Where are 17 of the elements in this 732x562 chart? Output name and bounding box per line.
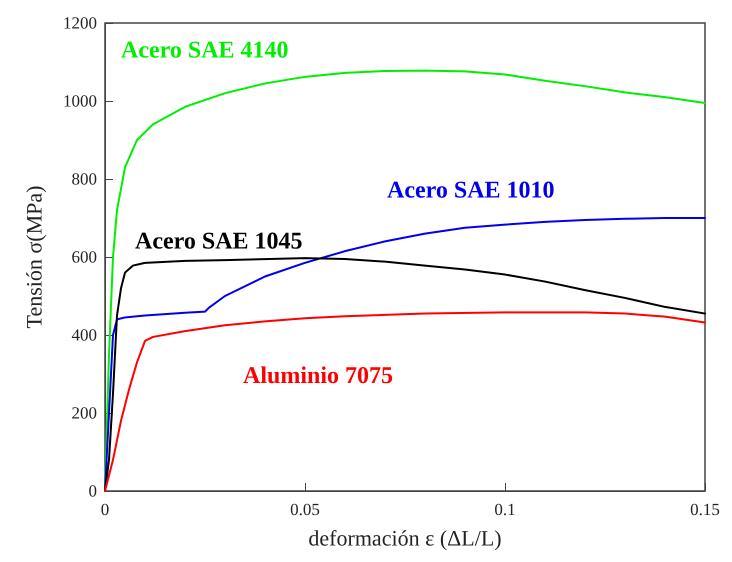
x-tick-label: 0.15: [690, 500, 720, 519]
y-tick-label: 1000: [63, 92, 97, 110]
x-tick-label: 0.05: [290, 500, 320, 519]
y-tick-label: 1200: [63, 14, 97, 32]
x-tick-label: 0.1: [494, 500, 516, 519]
y-tick-label: 200: [72, 404, 97, 422]
series-label: Acero SAE 1045: [135, 228, 303, 254]
x-tick-label: 0: [100, 500, 110, 519]
series-label: Acero SAE 4140: [121, 37, 289, 64]
y-tick-label: 400: [72, 326, 97, 344]
y-tick-label: 600: [72, 248, 97, 266]
y-tick-label: 0: [88, 482, 97, 500]
x-axis-title: deformación ε (ΔL/L): [308, 526, 502, 550]
y-axis-title: Tensión σ(MPa): [22, 186, 46, 328]
series-label: Aluminio 7075: [243, 362, 394, 389]
y-tick-label: 800: [72, 170, 97, 188]
series-label: Acero SAE 1010: [387, 178, 555, 204]
